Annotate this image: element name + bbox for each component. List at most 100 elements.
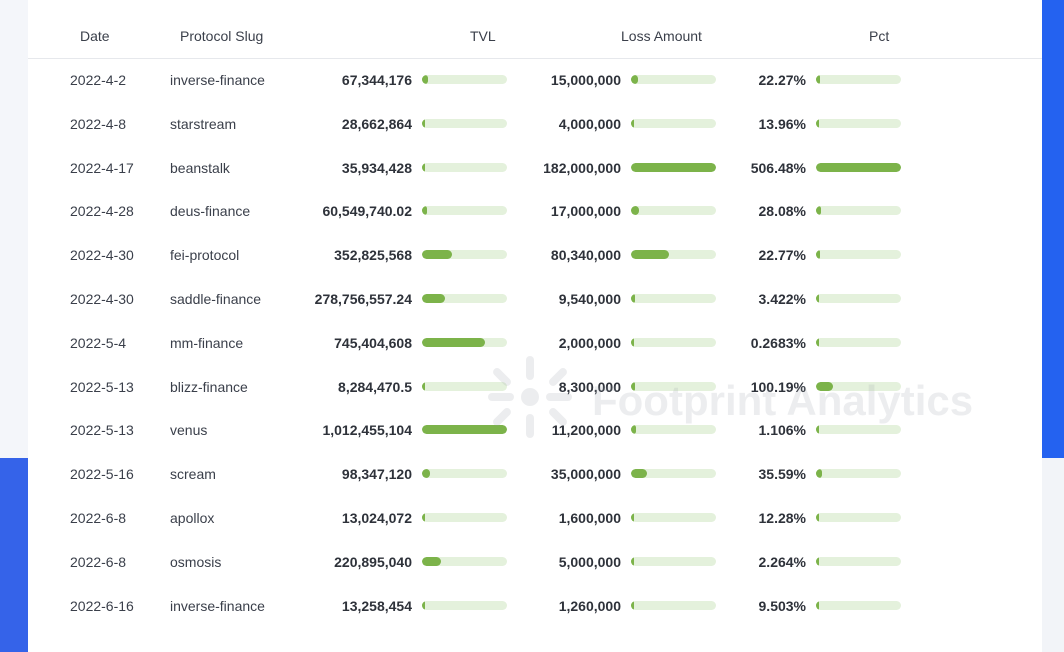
pct-bar-fill	[816, 75, 820, 84]
tvl-value: 1,012,455,104	[322, 422, 412, 439]
protocol-slug-cell: beanstalk	[170, 159, 230, 176]
pct-bar-fill	[816, 162, 901, 172]
tvl-value: 220,895,040	[334, 553, 412, 570]
tvl-value: 352,825,568	[334, 247, 412, 264]
table-row[interactable]: 2022-5-13 venus 1,012,455,104 11,200,000 1.1…	[28, 408, 1042, 452]
loss-amount-bar-fill	[631, 75, 638, 84]
tvl-bar-track	[422, 118, 507, 128]
loss-amount-value: 9,540,000	[558, 291, 621, 307]
tvl-bar-track	[422, 556, 507, 566]
loss-amount-value: 8,300,000	[558, 378, 621, 395]
table-row[interactable]: 2022-5-4 mm-finance 745,404,608 2,000,000 0.…	[28, 321, 1042, 365]
pct-bar-track	[816, 294, 901, 303]
tvl-bar-track	[422, 75, 507, 84]
tvl-bar-track	[422, 425, 507, 435]
loss-amount-bar-fill	[631, 162, 716, 172]
pct-bar-fill	[816, 556, 819, 566]
table-row[interactable]: 2022-4-28 deus-finance 60,549,740.02 17,000…	[28, 189, 1042, 233]
pct-bar-track	[816, 75, 901, 84]
pct-value: 13.96%	[758, 115, 806, 132]
tvl-value: 60,549,740.02	[322, 203, 412, 220]
tvl-bar-fill	[422, 469, 430, 479]
pct-bar-track	[816, 425, 901, 435]
loss-amount-bar-track	[631, 75, 716, 84]
table-row[interactable]: 2022-4-30 fei-protocol 352,825,568 80,340,0…	[28, 233, 1042, 277]
table-row[interactable]: 2022-5-16 scream 98,347,120 35,000,000 35.59…	[28, 452, 1042, 496]
protocol-slug-cell: mm-finance	[170, 334, 244, 351]
loss-amount-bar-fill	[631, 294, 635, 303]
tvl-bar-track	[422, 250, 507, 260]
pct-value: 22.77%	[758, 247, 806, 264]
column-header-protocol-slug[interactable]: Protocol Slug	[180, 28, 264, 44]
loss-amount-bar-track	[631, 294, 716, 303]
loss-amount-bar-track	[631, 425, 716, 435]
table-row[interactable]: 2022-5-13 blizz-finance 8,284,470.5 8,300,0…	[28, 365, 1042, 409]
date-cell: 2022-4-30	[70, 291, 134, 307]
table-row[interactable]: 2022-4-30 saddle-finance 278,756,557.24 9,5…	[28, 277, 1042, 321]
pct-value: 2.264%	[758, 553, 806, 570]
loss-amount-bar-fill	[631, 337, 634, 347]
table-row[interactable]: 2022-4-8 starstream 28,662,864 4,000,000 13.…	[28, 102, 1042, 146]
date-cell: 2022-6-16	[70, 597, 134, 614]
date-cell: 2022-4-28	[70, 203, 134, 220]
loss-amount-bar-fill	[631, 118, 634, 128]
column-header-tvl[interactable]: TVL	[470, 28, 496, 44]
pct-value: 0.2683%	[750, 334, 806, 351]
table-row[interactable]: 2022-6-8 apollox 13,024,072 1,600,000 12.28%	[28, 496, 1042, 540]
loss-amount-value: 182,000,000	[543, 159, 621, 176]
tvl-bar-track	[422, 206, 507, 216]
pct-bar-fill	[816, 600, 819, 610]
tvl-bar-fill	[422, 162, 425, 172]
loss-amount-bar-fill	[631, 513, 634, 522]
loss-amount-bar-fill	[631, 600, 634, 610]
loss-amount-bar-fill	[631, 206, 639, 216]
table-row[interactable]: 2022-4-17 beanstalk 35,934,428 182,000,000 5…	[28, 146, 1042, 190]
tvl-bar-track	[422, 469, 507, 479]
protocol-slug-cell: starstream	[170, 115, 237, 132]
protocol-slug-cell: venus	[170, 422, 208, 439]
tvl-bar-fill	[422, 556, 441, 566]
pct-bar-fill	[816, 118, 819, 128]
tvl-value: 28,662,864	[341, 115, 412, 132]
background-blue-panel-left	[0, 458, 28, 652]
table-row[interactable]: 2022-6-16 inverse-finance 13,258,454 1,260,…	[28, 584, 1042, 628]
column-header-date[interactable]: Date	[80, 28, 110, 44]
pct-bar-fill	[816, 513, 819, 522]
pct-bar-fill	[816, 381, 833, 391]
loss-amount-value: 1,260,000	[558, 597, 621, 614]
tvl-bar-fill	[422, 337, 485, 347]
loss-amount-bar-track	[631, 206, 716, 216]
tvl-value: 13,024,072	[341, 510, 412, 526]
tvl-value: 67,344,176	[341, 72, 412, 88]
tvl-value: 8,284,470.5	[338, 378, 412, 395]
loss-amount-value: 80,340,000	[550, 247, 621, 264]
date-cell: 2022-4-17	[70, 159, 134, 176]
tvl-bar-track	[422, 162, 507, 172]
pct-value: 12.28%	[758, 510, 806, 526]
table-header: Date Protocol Slug TVL Loss Amount Pct	[28, 0, 1042, 59]
pct-bar-track	[816, 250, 901, 260]
loss-amount-bar-track	[631, 600, 716, 610]
pct-bar-track	[816, 206, 901, 216]
column-header-loss-amount[interactable]: Loss Amount	[621, 28, 702, 44]
table-row[interactable]: 2022-6-8 osmosis 220,895,040 5,000,000 2.264…	[28, 540, 1042, 584]
protocol-slug-cell: scream	[170, 466, 216, 483]
pct-bar-track	[816, 556, 901, 566]
loss-amount-value: 4,000,000	[558, 115, 621, 132]
pct-value: 28.08%	[758, 203, 806, 220]
date-cell: 2022-6-8	[70, 510, 127, 526]
column-header-pct[interactable]: Pct	[869, 28, 890, 44]
tvl-bar-fill	[422, 206, 427, 216]
loss-amount-bar-fill	[631, 469, 647, 479]
protocol-slug-cell: apollox	[170, 510, 215, 526]
protocol-slug-cell: blizz-finance	[170, 378, 248, 395]
loss-amount-bar-fill	[631, 556, 634, 566]
pct-bar-track	[816, 381, 901, 391]
pct-bar-track	[816, 337, 901, 347]
table-row[interactable]: 2022-4-2 inverse-finance 67,344,176 15,000,…	[28, 58, 1042, 102]
pct-bar-track	[816, 118, 901, 128]
protocol-slug-cell: saddle-finance	[170, 291, 262, 307]
tvl-bar-fill	[422, 118, 425, 128]
pct-value: 1.106%	[758, 422, 806, 439]
loss-amount-bar-track	[631, 381, 716, 391]
